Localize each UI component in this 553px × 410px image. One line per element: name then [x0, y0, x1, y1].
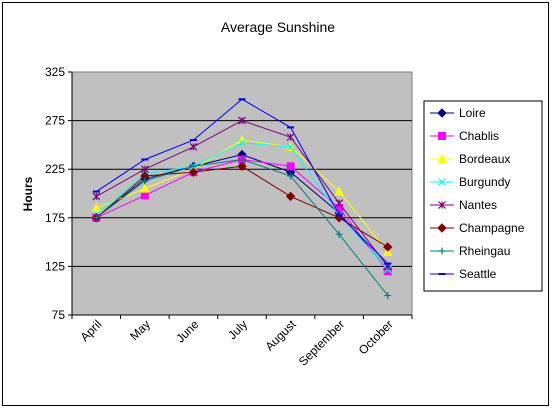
- data-point-chablis: [140, 191, 149, 200]
- legend-label: Champagne: [459, 221, 525, 235]
- data-point-rheingau: [384, 292, 392, 300]
- x-tick-label: September: [296, 317, 347, 368]
- data-point-nantes: [92, 192, 101, 201]
- data-point-rheingau: [287, 172, 295, 180]
- data-point-nantes: [335, 199, 344, 208]
- legend-marker: [438, 132, 446, 140]
- data-point-bordeaux: [91, 203, 102, 213]
- y-tick-label: 275: [45, 114, 65, 128]
- legend-item-seattle: Seattle: [430, 267, 497, 281]
- data-point-nantes: [189, 142, 198, 151]
- data-point-rheingau: [141, 177, 149, 185]
- legend-item-champagne: Champagne: [430, 221, 525, 235]
- legend-item-loire: Loire: [430, 106, 486, 120]
- legend-label: Seattle: [459, 267, 497, 281]
- x-tick-label: April: [78, 317, 105, 344]
- legend-marker: [437, 223, 447, 233]
- legend-item-rheingau: Rheingau: [430, 244, 510, 258]
- legend-label: Chablis: [459, 129, 499, 143]
- legend-marker: [438, 201, 446, 209]
- legend-label: Bordeaux: [459, 152, 510, 166]
- data-point-nantes: [286, 133, 295, 142]
- data-point-rheingau: [92, 214, 100, 222]
- legend-item-burgundy: Burgundy: [430, 175, 510, 189]
- legend-marker: [437, 153, 447, 163]
- plot-background: [71, 71, 413, 316]
- legend-marker: [437, 108, 447, 118]
- data-point-nantes: [238, 116, 246, 125]
- legend-marker: [438, 178, 446, 186]
- x-tick-label: October: [356, 317, 396, 357]
- x-tick-label: August: [262, 317, 299, 354]
- plot-area: 75 125 175 225 275 325 April May June July AugustS…: [45, 65, 413, 369]
- legend-item-chablis: Chablis: [430, 129, 499, 143]
- x-tick-label: July: [225, 317, 250, 342]
- data-point-bordeaux: [140, 183, 150, 193]
- data-point-champagne: [285, 191, 296, 202]
- y-tick-label: 225: [45, 162, 65, 176]
- x-tick-label: June: [173, 317, 202, 346]
- chart-title: Average Sunshine: [221, 19, 335, 35]
- data-point-champagne: [237, 161, 247, 171]
- data-point-rheingau: [238, 155, 246, 163]
- x-tick-label: May: [127, 317, 153, 343]
- y-tick-label: 75: [52, 308, 66, 322]
- legend-label: Rheingau: [459, 244, 510, 258]
- y-axis-title: Hours: [21, 176, 35, 211]
- y-tick-label: 175: [45, 211, 65, 225]
- data-point-chablis: [286, 162, 295, 171]
- data-point-burgundy: [238, 139, 246, 147]
- legend: Loire Chablis Bordeaux Burgundy Nantes Champa…: [423, 100, 543, 292]
- data-point-champagne: [383, 242, 393, 252]
- data-point-burgundy: [286, 142, 295, 151]
- legend-label: Loire: [459, 106, 486, 120]
- data-point-rheingau: [189, 162, 197, 170]
- data-point-champagne: [188, 167, 199, 177]
- data-point-rheingau: [335, 230, 343, 238]
- y-tick-label: 125: [45, 259, 65, 273]
- legend-label: Burgundy: [459, 175, 510, 189]
- legend-item-bordeaux: Bordeaux: [430, 152, 510, 166]
- data-point-bordeaux: [334, 186, 344, 196]
- legend-label: Nantes: [459, 198, 497, 212]
- y-tick-label: 325: [45, 65, 65, 79]
- legend-item-nantes: Nantes: [430, 198, 497, 212]
- legend-marker: [438, 247, 446, 255]
